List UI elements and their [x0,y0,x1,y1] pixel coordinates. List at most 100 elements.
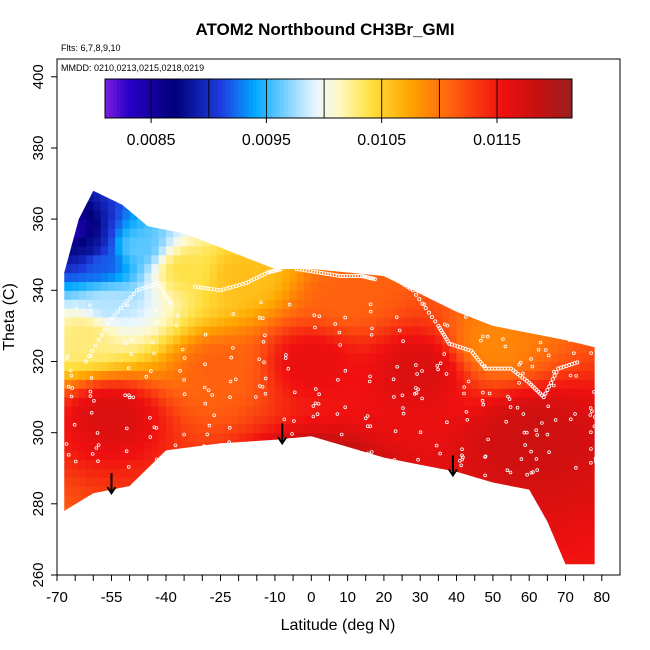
heatmap-cell [427,201,436,211]
heatmap-cell [369,539,378,549]
heatmap-cell [521,308,530,318]
heatmap-cell [100,388,109,398]
heatmap-cell [442,414,450,425]
heatmap-cell [245,468,254,478]
heatmap-cell [100,343,109,354]
heatmap-cell [304,290,312,300]
heatmap-cell [129,477,138,487]
heatmap-cell [289,334,298,345]
heatmap-cell [354,325,363,336]
heatmap-cell [144,512,153,523]
colorbar-segment [116,79,122,118]
heatmap-cell [202,530,211,540]
heatmap-cell [405,494,414,505]
colorbar-segment [140,79,145,118]
heatmap-cell [318,468,327,478]
heatmap-cell [78,468,87,478]
heatmap-cell [304,352,312,363]
profile-point [230,468,235,472]
heatmap-cell [485,539,494,549]
heatmap-cell [173,308,182,318]
heatmap-cell [427,192,436,202]
heatmap-cell [151,548,160,558]
heatmap-cell [362,228,370,238]
heatmap-cell [187,539,196,549]
heatmap-cell [86,512,94,523]
heatmap-cell [587,521,595,532]
heatmap-cell [253,450,261,460]
heatmap-cell [245,370,254,380]
heatmap-cell [224,414,232,425]
colorbar-segment [120,79,125,118]
heatmap-cell [158,539,167,549]
heatmap-cell [602,299,610,309]
heatmap-cell [304,175,312,185]
heatmap-cell [216,370,225,380]
heatmap-cell [318,530,327,540]
heatmap-cell [383,494,392,505]
profile-point [340,450,345,455]
heatmap-cell [347,317,356,327]
heatmap-cell [529,486,538,496]
heatmap-cell [369,503,378,514]
heatmap-cell [572,317,581,327]
heatmap-cell [304,530,312,540]
heatmap-cell [260,494,269,505]
heatmap-cell [245,290,254,300]
heatmap-cell [151,468,160,478]
heatmap-cell [587,379,595,389]
heatmap-cell [238,557,247,565]
heatmap-cell [260,459,269,469]
heatmap-cell [282,236,291,247]
heatmap-cell [238,530,247,540]
heatmap-cell [318,432,327,443]
heatmap-cell [449,557,458,565]
heatmap-cell [500,539,508,549]
heatmap-cell [471,290,479,300]
heatmap-cell [136,352,145,363]
heatmap-cell [144,388,153,398]
heatmap-cell [377,566,385,576]
heatmap-cell [209,512,218,523]
heatmap-cell [253,477,261,487]
heatmap-cell [289,317,298,327]
heatmap-cell [383,219,392,229]
heatmap-cell [514,530,523,540]
heatmap-cell [202,308,211,318]
heatmap-cell [354,334,363,345]
heatmap-cell [180,290,189,300]
heatmap-cell [187,406,196,416]
heatmap-cell [442,290,450,300]
heatmap-cell [274,192,283,202]
heatmap-cell [347,557,356,565]
heatmap-cell [311,414,320,425]
heatmap-cell [129,423,138,434]
heatmap-cell [551,512,559,523]
heatmap-cell [521,388,530,398]
heatmap-cell [551,566,559,576]
heatmap-cell [492,299,501,309]
heatmap-cell [202,441,211,452]
heatmap-cell [456,388,465,398]
heatmap-cell [514,512,523,523]
heatmap-cell [521,370,530,380]
heatmap-cell [463,299,472,309]
heatmap-cell [64,317,73,327]
heatmap-cell [311,370,320,380]
heatmap-cell [420,423,429,434]
track-point [160,287,165,292]
heatmap-cell [536,325,545,336]
heatmap-cell [267,468,276,478]
heatmap-cell [202,272,211,282]
heatmap-cell [594,334,595,345]
heatmap-cell [296,557,305,565]
heatmap-cell [398,414,407,425]
heatmap-cell [354,423,363,434]
heatmap-cell [318,512,327,523]
heatmap-cell [551,254,559,265]
heatmap-cell [449,414,458,425]
heatmap-cell [602,175,610,185]
heatmap-cell [398,494,407,505]
heatmap-cell [543,236,552,247]
profile-point [72,422,77,427]
